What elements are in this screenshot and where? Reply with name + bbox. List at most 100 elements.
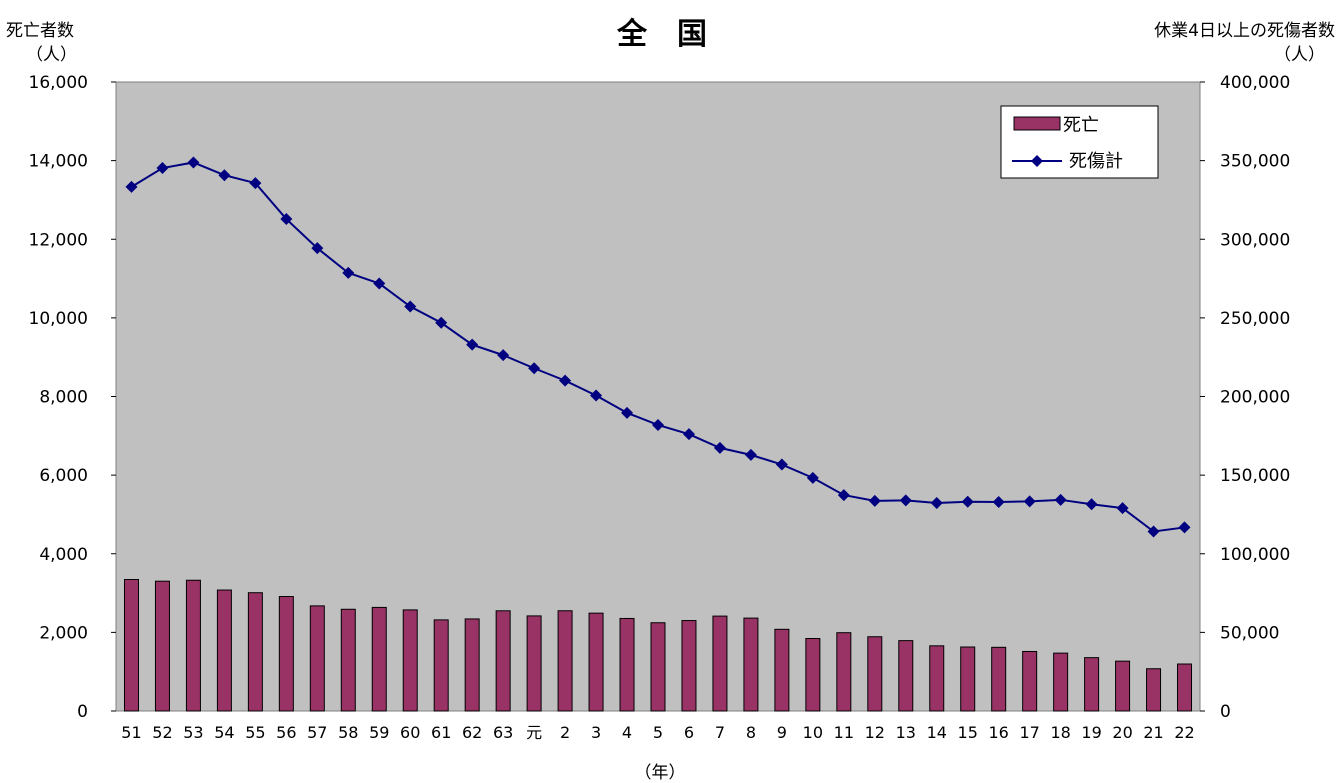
bar-deaths <box>805 638 821 712</box>
legend-label-casualties: 死傷計 <box>1069 151 1123 172</box>
category-label: 57 <box>307 723 327 742</box>
line-series-casualties <box>125 156 1191 538</box>
category-label: 53 <box>183 723 203 742</box>
category-label: 10 <box>803 723 823 742</box>
point-casualties <box>899 494 912 507</box>
bar-deaths <box>588 612 604 712</box>
bar-deaths <box>1053 652 1069 712</box>
point-casualties <box>1054 493 1067 506</box>
point-casualties <box>528 362 541 375</box>
bar-deaths <box>185 579 201 712</box>
bar-deaths <box>1115 660 1131 712</box>
bar-deaths <box>1177 663 1193 712</box>
left-tick-label: 6,000 <box>39 466 88 486</box>
category-label: 12 <box>865 723 885 742</box>
bar-deaths <box>991 646 1007 712</box>
bar-deaths <box>929 645 945 712</box>
point-casualties <box>187 156 200 169</box>
bar-deaths <box>619 617 635 712</box>
bar-deaths <box>650 622 666 712</box>
category-label: 2 <box>560 723 570 742</box>
category-label: 56 <box>276 723 296 742</box>
bar-deaths <box>836 632 852 712</box>
left-tick-label: 4,000 <box>39 545 88 565</box>
point-casualties <box>218 169 231 182</box>
point-casualties <box>435 316 448 329</box>
point-casualties <box>961 495 974 508</box>
bar-deaths <box>340 608 356 712</box>
right-tick-label: 400,000 <box>1220 73 1290 93</box>
category-label: 9 <box>777 723 787 742</box>
category-label: 20 <box>1112 723 1132 742</box>
category-label: 4 <box>622 723 632 742</box>
point-casualties <box>156 162 169 175</box>
right-axis-ticks: 0 50,000 100,000 150,000 200,000 250,000 300,0… <box>1200 73 1290 722</box>
legend-swatch-deaths <box>1013 116 1061 131</box>
point-casualties <box>1147 525 1160 538</box>
category-label: 62 <box>462 723 482 742</box>
point-casualties <box>837 489 850 502</box>
bar-deaths <box>774 628 790 712</box>
category-label: 11 <box>834 723 854 742</box>
left-tick-label: 2,000 <box>39 623 88 643</box>
category-label: 61 <box>431 723 451 742</box>
bar-deaths <box>526 615 542 712</box>
category-label: 3 <box>591 723 601 742</box>
bar-deaths <box>1022 650 1038 712</box>
category-label: 22 <box>1174 723 1194 742</box>
right-tick-label: 0 <box>1220 702 1231 722</box>
point-casualties <box>466 338 479 351</box>
bar-deaths <box>278 596 294 712</box>
point-casualties <box>1085 498 1098 511</box>
category-label: 63 <box>493 723 513 742</box>
right-tick-label: 200,000 <box>1220 388 1290 408</box>
right-tick-label: 250,000 <box>1220 309 1290 329</box>
right-tick-label: 350,000 <box>1220 152 1290 172</box>
point-casualties <box>1116 502 1129 515</box>
point-casualties <box>806 471 819 484</box>
bar-deaths <box>495 610 511 712</box>
category-label: 59 <box>369 723 389 742</box>
bar-deaths <box>557 610 573 712</box>
bar-deaths <box>712 615 728 712</box>
category-label: 21 <box>1143 723 1163 742</box>
chart-title: 全 国 <box>616 17 707 52</box>
right-tick-label: 50,000 <box>1220 623 1279 643</box>
bar-deaths <box>433 619 449 712</box>
category-label: 8 <box>746 723 756 742</box>
bar-deaths <box>123 578 139 712</box>
point-casualties <box>868 494 881 507</box>
bar-deaths <box>1146 668 1162 712</box>
point-casualties <box>497 349 510 362</box>
bar-deaths <box>371 606 387 712</box>
category-label: 14 <box>927 723 947 742</box>
left-axis-title: 死亡者数 <box>6 21 74 41</box>
point-casualties <box>713 441 726 454</box>
x-axis-title: （年） <box>635 763 686 783</box>
category-label: 元 <box>526 723 542 742</box>
point-casualties <box>682 428 695 441</box>
bar-deaths <box>743 617 759 712</box>
right-axis-unit: （人） <box>1274 45 1325 65</box>
category-label: 52 <box>152 723 172 742</box>
point-casualties <box>1178 521 1191 534</box>
point-casualties <box>125 180 138 193</box>
category-label: 16 <box>989 723 1009 742</box>
point-casualties <box>652 418 664 431</box>
category-label: 51 <box>121 723 141 742</box>
category-label: 17 <box>1019 723 1039 742</box>
bar-series-deaths <box>123 578 1193 712</box>
point-casualties <box>744 448 757 461</box>
legend: 死亡 死傷計 <box>1000 105 1159 179</box>
right-tick-label: 300,000 <box>1220 230 1290 250</box>
left-tick-label: 14,000 <box>29 152 88 172</box>
legend-swatch-casualties-marker <box>1031 155 1043 167</box>
left-tick-label: 0 <box>77 702 88 722</box>
left-axis-unit: （人） <box>26 45 77 65</box>
bar-deaths <box>216 589 232 712</box>
category-label: 18 <box>1050 723 1070 742</box>
point-casualties <box>621 406 634 419</box>
category-label: 13 <box>896 723 916 742</box>
point-casualties <box>311 242 324 255</box>
point-casualties <box>1023 495 1036 508</box>
